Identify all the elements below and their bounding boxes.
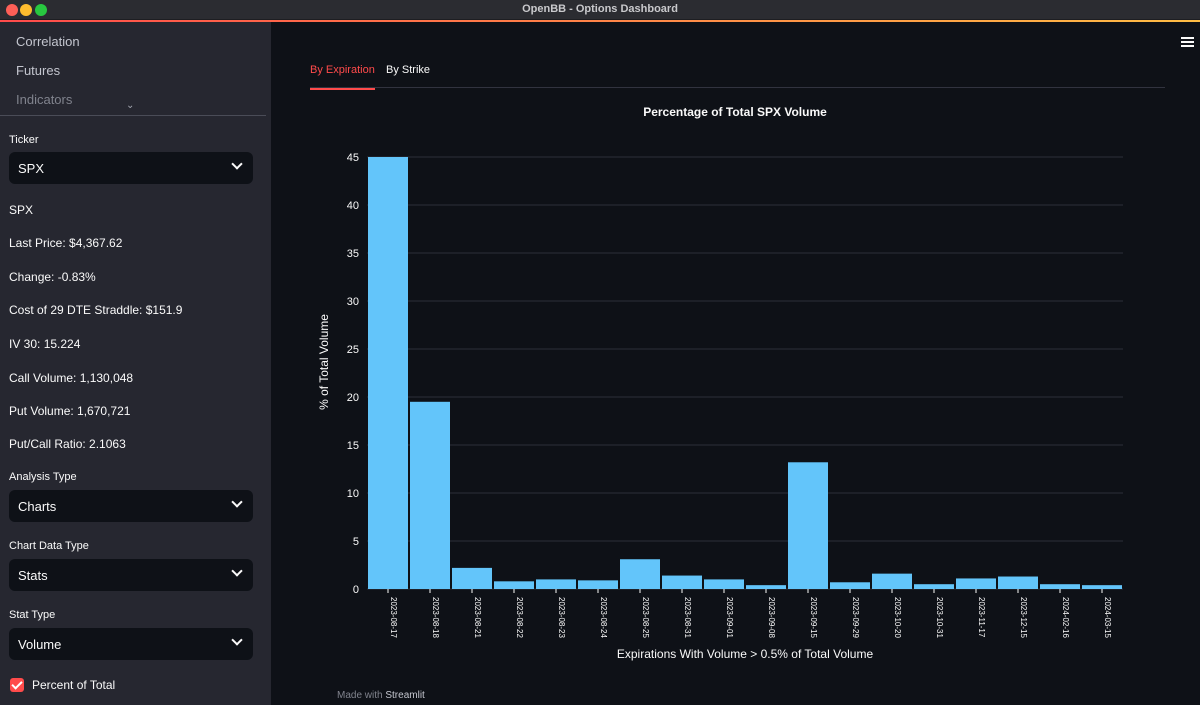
y-tick-label: 15 [347,440,359,452]
ticker-select[interactable]: SPX [9,152,253,184]
bar-2023-09-01[interactable] [704,579,744,589]
header-accent-line [0,20,1200,22]
bar-2024-03-15[interactable] [1082,585,1122,589]
stat-last-price: Last Price: $4,367.62 [9,236,123,250]
stat-iv30: IV 30: 15.224 [9,337,81,351]
hamburger-menu-icon[interactable] [1181,37,1194,47]
bar-2023-09-15[interactable] [788,462,828,589]
analysis-type-select[interactable]: Charts [9,490,253,522]
stat-put-volume: Put Volume: 1,670,721 [9,404,131,418]
x-tick-label: 2023-08-17 [389,597,398,638]
bar-2023-12-15[interactable] [998,576,1038,589]
chevron-down-icon [231,634,243,646]
x-tick-label: 2023-09-01 [725,597,734,638]
y-tick-label: 20 [347,392,359,404]
tab-bar: By Expiration By Strike [310,58,1165,90]
bar-2023-11-17[interactable] [956,578,996,589]
window-title: OpenBB - Options Dashboard [522,3,678,15]
window-titlebar: OpenBB - Options Dashboard [0,0,1200,20]
x-tick-label: 2023-12-15 [1019,597,1028,638]
stat-change: Change: -0.83% [9,270,96,284]
stat-type-label: Stat Type [9,609,56,621]
footer-prefix: Made with [337,690,383,701]
volume-bar-chart: Percentage of Total SPX Volume % of Tota… [317,105,1123,661]
footer: Made with Streamlit [337,690,425,701]
y-tick-label: 30 [347,296,359,308]
bar-2023-10-31[interactable] [914,584,954,589]
x-tick-label: 2023-09-15 [809,597,818,638]
stat-type-select[interactable]: Volume [9,628,253,660]
bar-2024-02-16[interactable] [1040,584,1080,589]
ticker-label: Ticker [9,134,39,146]
x-tick-label: 2023-09-29 [851,597,860,638]
y-tick-label: 45 [347,152,359,164]
bar-2023-09-29[interactable] [830,582,870,589]
stat-symbol: SPX [9,203,34,217]
y-tick-label: 35 [347,248,359,260]
close-window-button[interactable] [6,4,18,16]
x-tick-label: 2023-08-31 [683,597,692,638]
sidebar-divider [0,115,266,116]
x-tick-label: 2023-08-24 [599,597,608,638]
x-tick-label: 2023-11-17 [977,597,986,638]
bar-2023-08-31[interactable] [662,575,702,589]
bar-2023-08-25[interactable] [620,559,660,589]
stat-straddle-cost: Cost of 29 DTE Straddle: $151.9 [9,303,183,317]
bar-2023-09-08[interactable] [746,585,786,589]
stat-call-volume: Call Volume: 1,130,048 [9,371,134,385]
maximize-window-button[interactable] [35,4,47,16]
y-tick-label: 25 [347,344,359,356]
chart-title: Percentage of Total SPX Volume [643,105,827,119]
bar-2023-10-20[interactable] [872,573,912,589]
x-tick-label: 2023-08-23 [557,597,566,638]
analysis-type-value: Charts [18,499,57,514]
x-axis-label: Expirations With Volume > 0.5% of Total … [617,647,874,661]
chevron-down-icon [231,565,243,577]
x-tick-label: 2023-09-08 [767,597,776,638]
nav-item-futures[interactable]: Futures [16,63,61,78]
y-axis-label: % of Total Volume [317,314,331,410]
nav-item-indicators[interactable]: Indicators [16,92,73,107]
x-tick-label: 2023-08-21 [473,597,482,638]
x-tick-label: 2023-08-25 [641,597,650,638]
stat-put-call-ratio: Put/Call Ratio: 2.1063 [9,437,126,451]
bar-2023-08-17[interactable] [368,157,408,589]
y-tick-label: 5 [353,536,359,548]
tab-by-expiration[interactable]: By Expiration [310,64,375,90]
x-tick-label: 2023-10-20 [893,597,902,638]
analysis-type-label: Analysis Type [9,471,77,483]
nav-expand-chevron-icon[interactable]: ⌄ [126,100,135,111]
chart-data-type-label: Chart Data Type [9,540,89,552]
chart-data-type-value: Stats [18,568,48,583]
y-tick-label: 0 [353,584,359,596]
tab-by-strike[interactable]: By Strike [386,64,431,76]
bar-2023-08-18[interactable] [410,401,450,589]
x-tick-label: 2023-08-22 [515,597,524,638]
minimize-window-button[interactable] [20,4,32,16]
bar-2023-08-23[interactable] [536,579,576,589]
streamlit-link[interactable]: Streamlit [385,690,425,701]
ticker-select-value: SPX [18,161,45,176]
x-tick-label: 2023-10-31 [935,597,944,638]
x-tick-label: 2024-02-16 [1061,597,1070,638]
y-tick-label: 40 [347,200,359,212]
x-tick-label: 2023-08-18 [431,597,440,638]
bar-2023-08-24[interactable] [578,580,618,589]
bar-2023-08-22[interactable] [494,581,534,589]
y-tick-label: 10 [347,488,359,500]
x-tick-label: 2024-03-15 [1103,597,1112,638]
stat-type-value: Volume [18,637,62,652]
chevron-down-icon [231,158,243,170]
nav-item-correlation[interactable]: Correlation [16,34,80,49]
chevron-down-icon [231,496,243,508]
sidebar: Correlation Futures Indicators ⌄ Ticker … [0,22,271,705]
bar-2023-08-21[interactable] [452,567,492,589]
percent-of-total-checkbox[interactable] [10,678,24,692]
chart-data-type-select[interactable]: Stats [9,559,253,591]
percent-of-total-label[interactable]: Percent of Total [32,678,116,692]
